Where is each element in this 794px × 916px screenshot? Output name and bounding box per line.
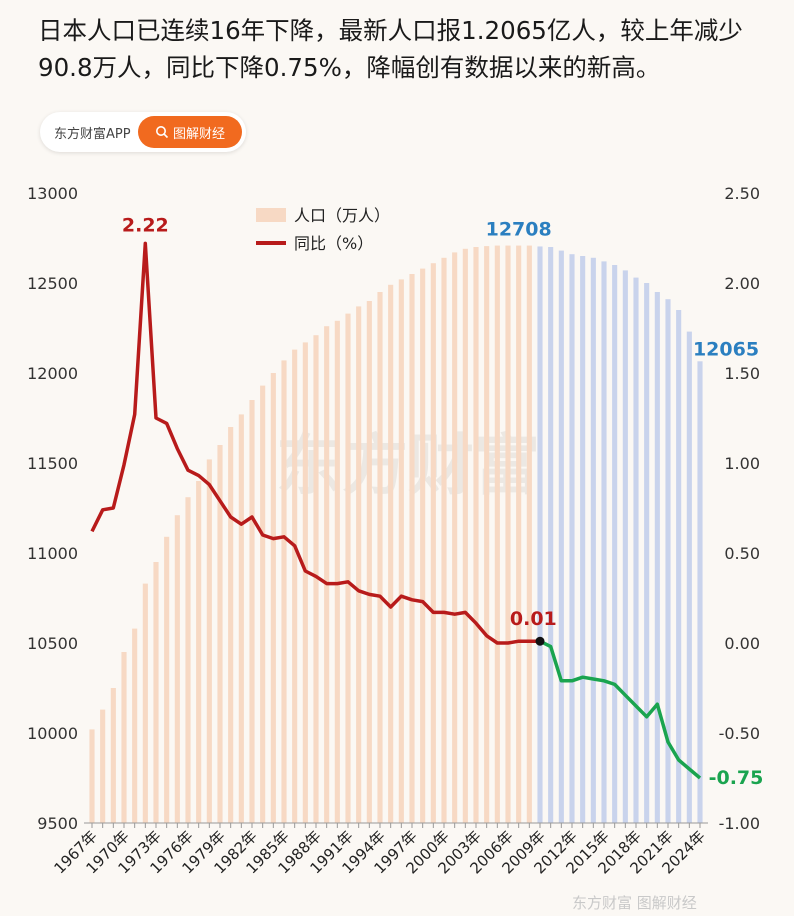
population-bar bbox=[313, 335, 319, 823]
population-bar bbox=[420, 268, 426, 824]
population-bar bbox=[612, 265, 618, 823]
population-bar bbox=[601, 261, 607, 823]
right-axis-tick-label: 2.50 bbox=[724, 184, 760, 203]
population-bar bbox=[174, 515, 180, 823]
population-bar bbox=[292, 349, 298, 823]
left-axis-tick-label: 12000 bbox=[27, 364, 78, 383]
population-bar bbox=[206, 459, 212, 823]
population-bar bbox=[441, 257, 447, 823]
legend-swatch-population bbox=[256, 208, 286, 222]
chart-tag-button[interactable]: 图解财经 bbox=[138, 116, 242, 148]
search-icon bbox=[155, 126, 169, 139]
population-bar bbox=[89, 729, 95, 823]
brand-bar: 东方财富APP 图解财经 bbox=[40, 112, 246, 152]
chart: 东方财富 9500 10000 10500 11000 11500 12000 12500 13… bbox=[0, 170, 794, 912]
right-axis-tick-label: 1.50 bbox=[724, 364, 760, 383]
population-bar bbox=[121, 652, 127, 823]
population-bar bbox=[260, 385, 266, 823]
left-axis-tick-label: 11000 bbox=[27, 544, 78, 563]
population-bar bbox=[537, 246, 543, 824]
population-bar bbox=[452, 252, 458, 823]
population-bar bbox=[676, 310, 682, 823]
population-bar bbox=[494, 245, 500, 823]
population-bar bbox=[345, 313, 351, 823]
left-axis-tick-label: 10000 bbox=[27, 724, 78, 743]
chart-svg: 东方财富950010000105001100011500120001250013… bbox=[27, 184, 764, 912]
legend-label-yoy: 同比（%） bbox=[294, 234, 373, 253]
population-bar bbox=[388, 284, 394, 823]
population-bar bbox=[132, 628, 138, 823]
population-bar bbox=[484, 246, 490, 824]
population-bar bbox=[153, 562, 159, 823]
data-annotation: 2.22 bbox=[122, 214, 169, 236]
population-bar bbox=[366, 301, 372, 823]
population-bar bbox=[409, 274, 415, 823]
population-bar bbox=[324, 326, 330, 823]
population-bar bbox=[633, 277, 639, 824]
population-bar bbox=[281, 360, 287, 823]
yoy-line-rising bbox=[90, 241, 540, 645]
population-bar bbox=[228, 427, 234, 823]
population-bar bbox=[654, 292, 660, 823]
population-bar bbox=[505, 245, 511, 823]
right-axis-tick-label: -0.50 bbox=[719, 724, 760, 743]
population-bar bbox=[686, 331, 692, 823]
population-bar bbox=[398, 279, 404, 823]
footer-brand: 东方财富 图解财经 bbox=[572, 894, 697, 912]
yoy-line-falling bbox=[539, 639, 702, 780]
population-bar bbox=[516, 245, 522, 823]
left-axis-tick-label: 12500 bbox=[27, 274, 78, 293]
population-bar bbox=[580, 256, 586, 823]
population-bar bbox=[462, 248, 468, 824]
population-bar bbox=[548, 247, 554, 823]
population-bar bbox=[356, 306, 362, 823]
right-axis-tick-label: 2.00 bbox=[724, 274, 760, 293]
population-bar bbox=[569, 254, 575, 823]
left-axis-tick-label: 11500 bbox=[27, 454, 78, 473]
population-bar bbox=[270, 373, 276, 823]
chart-tag-label: 图解财经 bbox=[172, 126, 225, 142]
population-bar bbox=[185, 497, 191, 823]
population-bar bbox=[590, 257, 596, 823]
population-bar bbox=[644, 283, 650, 823]
population-bar bbox=[164, 536, 170, 823]
data-annotation: 12065 bbox=[693, 338, 759, 360]
right-axis-tick-label: 0.50 bbox=[724, 544, 760, 563]
left-axis-tick-label: 13000 bbox=[27, 184, 78, 203]
population-bar bbox=[249, 400, 255, 823]
population-bar bbox=[196, 481, 202, 823]
brand-name: 东方财富APP bbox=[54, 127, 131, 142]
data-annotation: 12708 bbox=[486, 219, 552, 241]
population-bar bbox=[100, 709, 106, 823]
population-bar bbox=[697, 361, 703, 823]
turning-point-marker bbox=[535, 636, 545, 646]
population-bar bbox=[622, 270, 628, 823]
data-annotation: -0.75 bbox=[709, 767, 764, 789]
left-axis-tick-label: 9500 bbox=[37, 814, 78, 833]
right-axis-tick-label: 1.00 bbox=[724, 454, 760, 473]
population-bar bbox=[665, 299, 671, 823]
headline: 日本人口已连续16年下降，最新人口报1.2065亿人，较上年减少90.8万人，同… bbox=[38, 16, 743, 82]
population-bar bbox=[526, 245, 532, 823]
population-bar bbox=[110, 688, 116, 823]
right-axis-tick-label: -1.00 bbox=[719, 814, 760, 833]
population-bar bbox=[302, 342, 308, 823]
population-bar bbox=[558, 250, 564, 824]
population-bar bbox=[430, 263, 436, 823]
right-axis-tick-label: 0.00 bbox=[724, 634, 760, 653]
population-bar bbox=[217, 445, 223, 823]
population-bar bbox=[473, 247, 479, 823]
population-bar bbox=[377, 292, 383, 823]
legend-label-population: 人口（万人） bbox=[294, 206, 390, 225]
left-axis-tick-label: 10500 bbox=[27, 634, 78, 653]
data-annotation: 0.01 bbox=[510, 608, 557, 630]
population-bar bbox=[142, 583, 148, 823]
population-bar bbox=[334, 320, 340, 823]
population-bar bbox=[238, 414, 244, 823]
